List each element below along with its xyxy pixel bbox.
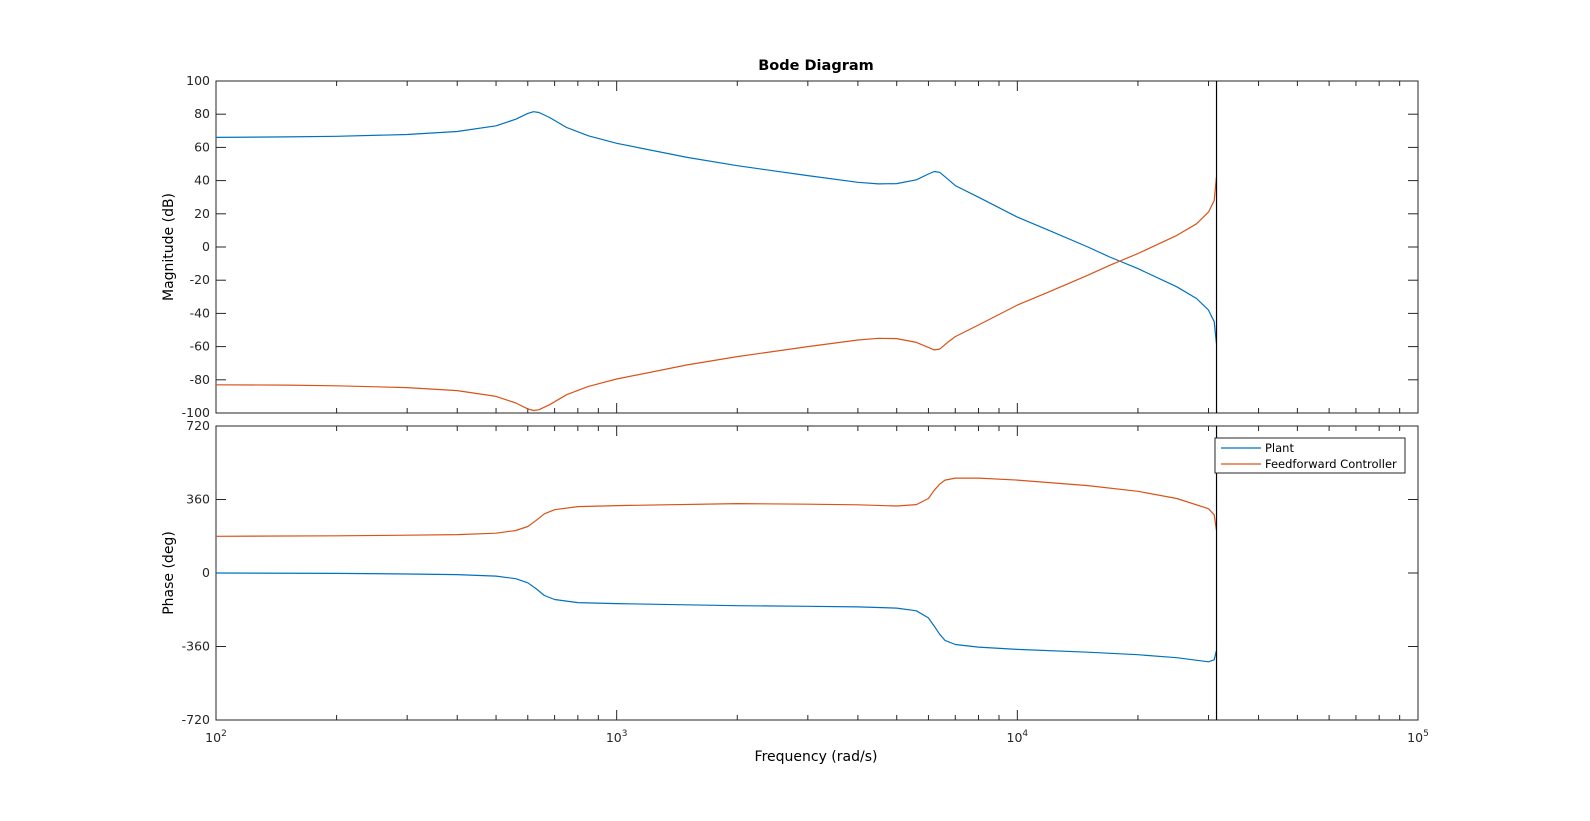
phase-lines [215,477,1217,663]
y-tick-label: 720 [186,418,210,433]
magnitude-axes-box [215,80,1419,414]
series-feedforward-controller-phase[interactable] [215,477,1217,537]
x-tick-labels: 102 103 104 105 [205,729,1429,745]
legend-box [1214,437,1406,474]
y-tick-label: 60 [194,139,210,154]
y-tick-label: -100 [182,405,210,420]
y-tick-label: 0 [202,239,210,254]
phase-ticks: 720 360 0 -360 -720 [182,418,1419,727]
series-plant-phase[interactable] [215,572,1217,663]
y-tick-label: -360 [182,639,210,654]
x-tick-label: 103 [606,729,628,745]
chart-title: Bode Diagram [758,58,874,74]
legend-label-plant: Plant [1265,441,1294,455]
x-tick-label: 105 [1407,729,1429,745]
x-tick-label: 102 [205,729,227,745]
legend-label-feedforward: Feedforward Controller [1265,457,1397,471]
y-tick-label: 100 [186,73,210,88]
x-axis-label: Frequency (rad/s) [755,749,878,765]
x-tick-label: 104 [1007,729,1029,745]
y-tick-label: 40 [194,173,210,188]
y-tick-label: -40 [190,305,210,320]
legend[interactable]: Plant Feedforward Controller [1214,437,1406,474]
phase-axis-label: Phase (deg) [161,531,177,615]
magnitude-panel[interactable]: 100 80 60 40 20 0 -20 -40 -60 -80 -100 Magnitude (… [161,73,1419,420]
y-tick-label: -60 [190,339,210,354]
y-tick-label: 80 [194,106,210,121]
y-tick-label: -80 [190,372,210,387]
y-tick-label: -20 [190,272,210,287]
series-plant-magnitude[interactable] [215,111,1217,344]
magnitude-axis-label: Magnitude (dB) [161,193,177,301]
magnitude-ticks: 100 80 60 40 20 0 -20 -40 -60 -80 -100 [182,73,1419,420]
y-tick-label: 20 [194,206,210,221]
y-tick-label: 360 [186,492,210,507]
series-feedforward-controller-magnitude[interactable] [215,177,1217,412]
phase-panel[interactable]: 720 360 0 -360 -720 Phase (deg) [161,418,1419,727]
y-tick-label: -720 [182,712,210,727]
magnitude-lines [215,111,1217,412]
y-tick-label: 0 [202,565,210,580]
